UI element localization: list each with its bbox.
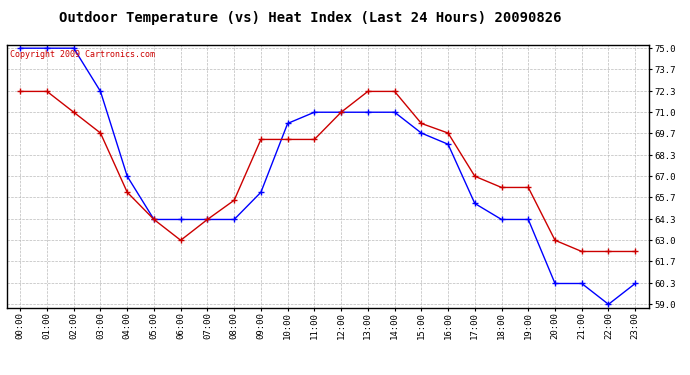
Text: Outdoor Temperature (vs) Heat Index (Last 24 Hours) 20090826: Outdoor Temperature (vs) Heat Index (Las… bbox=[59, 11, 562, 25]
Text: Copyright 2009 Cartronics.com: Copyright 2009 Cartronics.com bbox=[10, 50, 155, 59]
